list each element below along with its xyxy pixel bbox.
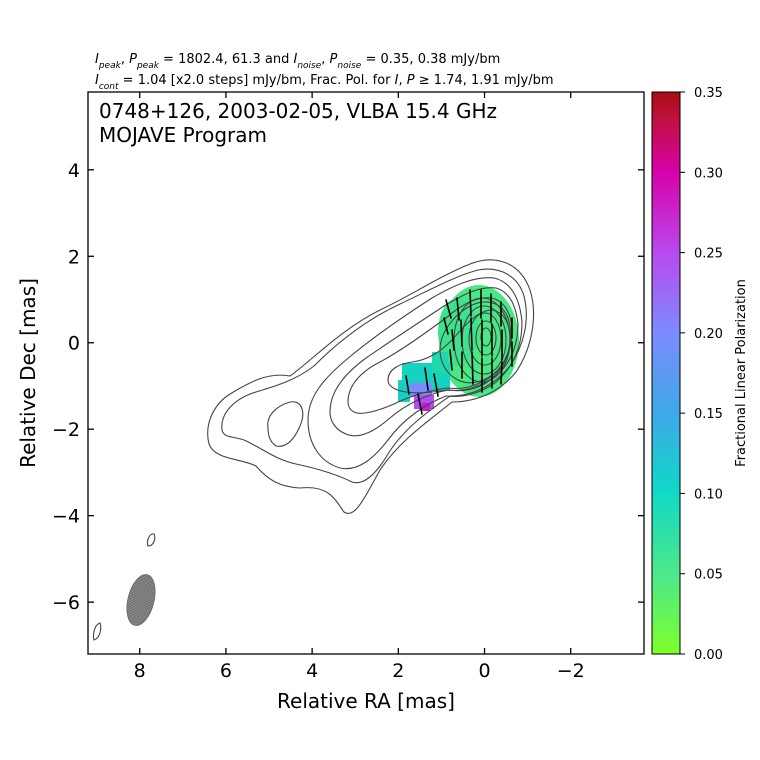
- pol-region-jet-blue: [410, 383, 432, 397]
- x-axis-label: Relative RA [mas]: [277, 689, 455, 713]
- x-tick-label: 2: [392, 660, 404, 682]
- evpa-vector: [449, 349, 453, 371]
- map-title-line-1: 0748+126, 2003-02-05, VLBA 15.4 GHz: [99, 99, 497, 123]
- evpa-vector: [500, 361, 503, 385]
- pol-region-jet-magenta: [422, 403, 430, 411]
- x-tick-label: 0: [478, 660, 490, 682]
- colorbar-tick-label: 0.20: [694, 327, 723, 342]
- y-tick-label: 4: [68, 160, 80, 182]
- map-title-line-2: MOJAVE Program: [99, 123, 267, 147]
- pol-region-core-west: [438, 298, 478, 366]
- evpa-vectors: [405, 289, 513, 415]
- evpa-vector: [417, 393, 423, 415]
- evpa-vector: [433, 373, 439, 397]
- contour-level-4: [307, 277, 523, 470]
- y-axis-label: Relative Dec [mas]: [16, 278, 40, 468]
- plot-content: [92, 259, 535, 641]
- plot-frame: [87, 91, 645, 655]
- x-tick-label: 6: [220, 660, 232, 682]
- colorbar-tick-label: 0.35: [694, 86, 723, 101]
- contour-level-13: [480, 327, 492, 347]
- y-tick-label: −2: [52, 419, 80, 441]
- y-tick-label: −4: [52, 506, 80, 528]
- colorbar-ticks: 0.00 0.05 0.10 0.15 0.20 0.25 0.30 0.35: [680, 86, 723, 663]
- contour-isolated-2: [92, 622, 102, 641]
- pol-region-jet-cyan-3: [432, 352, 448, 374]
- evpa-vector: [405, 375, 410, 395]
- contour-level-3: [267, 401, 304, 447]
- evpa-vector: [469, 289, 472, 317]
- x-tick-label: 8: [134, 660, 146, 682]
- evpa-vector: [445, 299, 452, 319]
- evpa-vector: [456, 297, 460, 321]
- evpa-vector: [471, 351, 474, 385]
- evpa-vector: [460, 319, 463, 347]
- header-line-1: Ipeak, Ppeak = 1802.4, 61.3 and Inoise, …: [95, 52, 500, 71]
- colorbar-tick-label: 0.05: [694, 568, 723, 583]
- evpa-vector: [470, 317, 473, 351]
- contour-level-1: [207, 259, 535, 515]
- colorbar-tick-label: 0.10: [694, 487, 723, 502]
- evpa-vector: [424, 367, 429, 391]
- evpa-vector: [451, 329, 455, 351]
- evpa-vector: [443, 317, 449, 335]
- colorbar-tick-label: 0.00: [694, 648, 723, 663]
- colorbar-label: Fractional Linear Polarization: [734, 279, 749, 467]
- y-tick-label: 2: [68, 246, 80, 268]
- colorbar: [651, 91, 681, 655]
- x-axis-ticks: 8 6 4 2 0 −2: [134, 92, 585, 682]
- y-tick-label: 0: [68, 333, 80, 355]
- colorbar-tick-label: 0.30: [694, 166, 723, 181]
- contour-level-12: [475, 320, 497, 356]
- x-tick-label: 4: [306, 660, 318, 682]
- contour-level-5: [329, 287, 519, 437]
- contour-isolated-1: [146, 533, 156, 547]
- colorbar-tick-label: 0.25: [694, 247, 723, 262]
- restoring-beam: [126, 574, 156, 626]
- header-line-2: Icont = 1.04 [x2.0 steps] mJy/bm, Frac. …: [95, 73, 554, 92]
- y-tick-label: −6: [52, 592, 80, 614]
- x-tick-label: −2: [557, 660, 585, 682]
- intensity-contours: [92, 259, 535, 641]
- contour-level-11: [468, 312, 502, 366]
- colorbar-tick-label: 0.15: [694, 407, 723, 422]
- y-axis-ticks: 4 2 0 −2 −4 −6: [52, 160, 644, 614]
